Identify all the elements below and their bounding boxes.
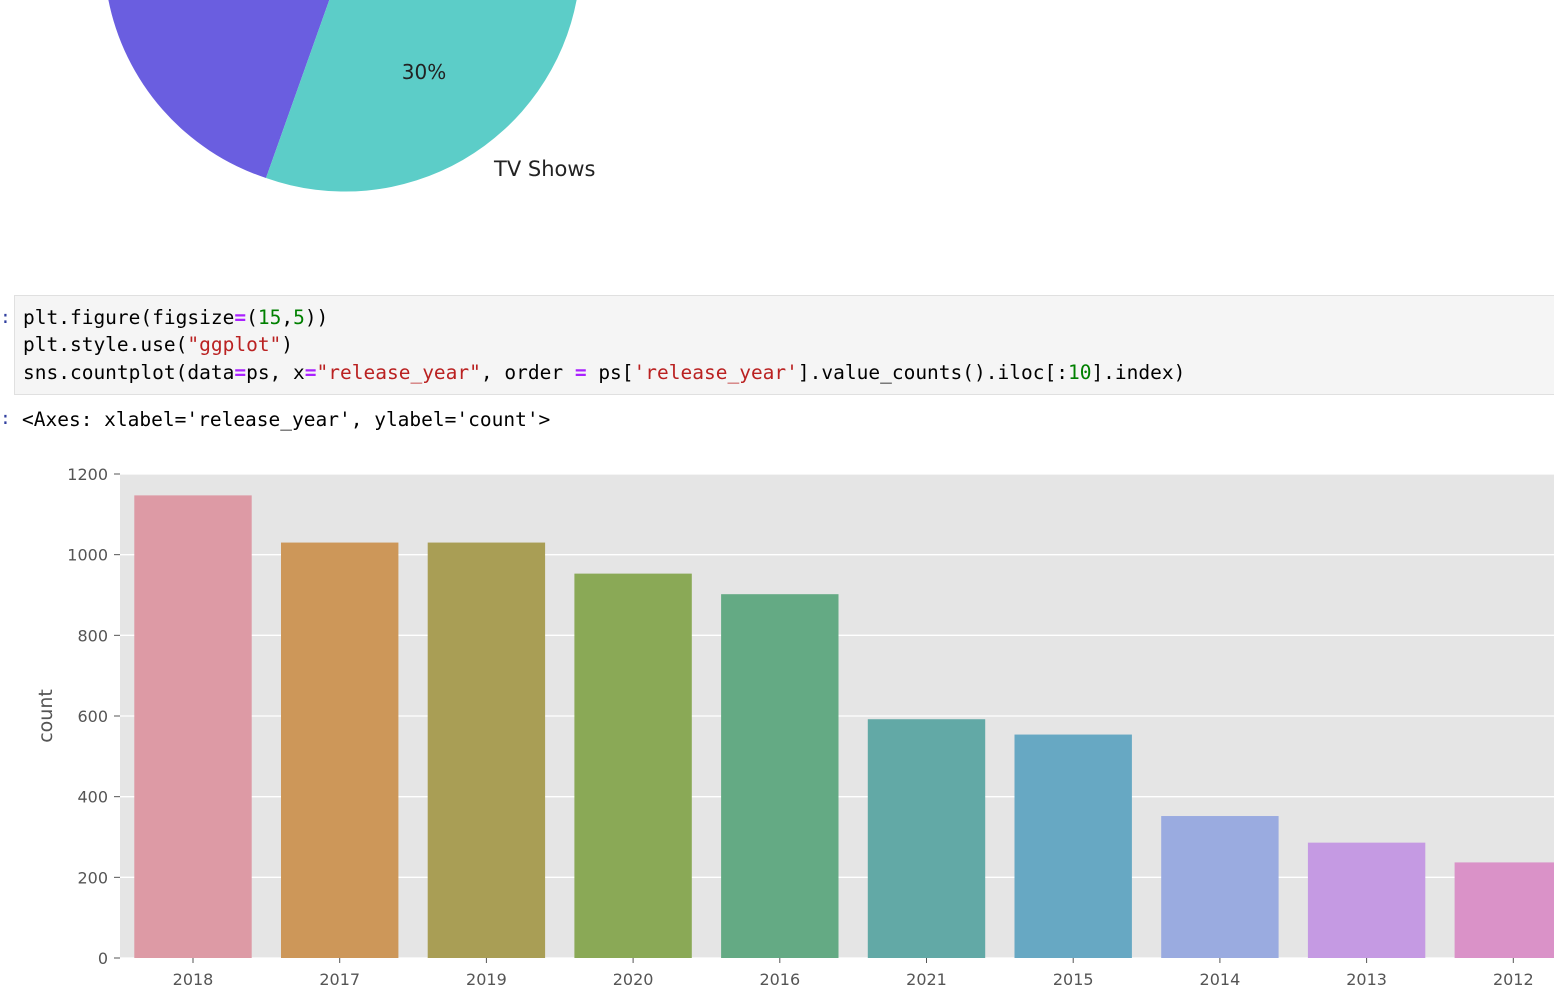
x-tick-label: 2015: [1053, 970, 1094, 988]
x-tick-label: 2012: [1493, 970, 1534, 988]
code-token: ].index): [1091, 361, 1186, 384]
x-tick-label: 2018: [173, 970, 214, 988]
code-token: 10: [1067, 361, 1092, 384]
output-prompt: :: [0, 408, 11, 429]
x-tick-label: 2021: [906, 970, 947, 988]
code-token: ,: [281, 306, 294, 329]
y-tick-label: 0: [98, 949, 108, 968]
code-token: (: [246, 306, 258, 329]
pie-chart: 30% TV Shows: [0, 0, 700, 240]
x-tick-label: 2019: [466, 970, 507, 988]
bar-2014: [1161, 816, 1279, 958]
input-prompt: :: [0, 307, 11, 328]
y-tick-label: 1000: [67, 546, 108, 565]
code-token: sns.countplot(data: [23, 361, 235, 384]
y-tick-label: 200: [77, 868, 108, 887]
pie-chart-svg: 30% TV Shows: [108, 0, 595, 192]
bar-2013: [1307, 842, 1426, 958]
code-token: plt.style.use(: [23, 333, 188, 356]
code-line: plt.figure(figsize=(15,5)): [23, 307, 328, 329]
code-token: 15: [257, 306, 282, 329]
code-token: 5: [293, 306, 305, 329]
y-tick-label: 800: [77, 626, 108, 645]
x-tick-label: 2017: [319, 970, 360, 988]
pie-slice-tv-shows: [266, 0, 577, 192]
code-token: =: [304, 361, 317, 384]
code-line: plt.style.use("ggplot"): [23, 334, 293, 356]
cell-output-text: <Axes: xlabel='release_year', ylabel='co…: [22, 408, 551, 431]
code-token: "ggplot": [187, 333, 282, 356]
code-token: ): [281, 333, 294, 356]
pie-percent-label: 30%: [402, 60, 446, 84]
y-tick-label: 400: [77, 788, 108, 807]
bar-2012: [1454, 862, 1554, 958]
bar-2015: [1014, 734, 1132, 958]
y-axis-label: count: [35, 689, 57, 743]
bar-2018: [134, 495, 252, 958]
code-token: ps[: [586, 361, 634, 384]
y-tick-label: 600: [77, 707, 108, 726]
code-token: "release_year": [316, 361, 481, 384]
code-token: =: [234, 306, 247, 329]
code-token: ].value_counts().iloc[:: [797, 361, 1068, 384]
bar-2017: [281, 542, 399, 958]
code-token: plt.figure(figsize: [23, 306, 235, 329]
code-cell[interactable]: plt.figure(figsize=(15,5)) plt.style.use…: [14, 295, 1554, 395]
code-token: , order: [480, 361, 575, 384]
code-token: 'release_year': [633, 361, 798, 384]
code-token: =: [574, 361, 587, 384]
bar-2016: [721, 594, 839, 958]
pie-slice-movies: [108, 0, 330, 178]
x-tick-label: 2016: [759, 970, 800, 988]
x-tick-label: 2013: [1346, 970, 1387, 988]
bar-2020: [574, 573, 692, 958]
code-token: ps, x: [246, 361, 305, 384]
x-tick-label: 2014: [1200, 970, 1241, 988]
y-tick-label: 1200: [67, 465, 108, 484]
bar-chart: 0 200 400 600 800 1000 1200 2018 2017 2019 2020 201…: [35, 465, 1554, 988]
code-token: =: [234, 361, 247, 384]
bar-2021: [867, 719, 986, 958]
pie-slice-label: TV Shows: [493, 157, 595, 181]
code-line: sns.countplot(data=ps, x="release_year",…: [23, 362, 1185, 384]
code-token: )): [304, 306, 329, 329]
bar-2019: [427, 542, 546, 958]
x-tick-label: 2020: [613, 970, 654, 988]
